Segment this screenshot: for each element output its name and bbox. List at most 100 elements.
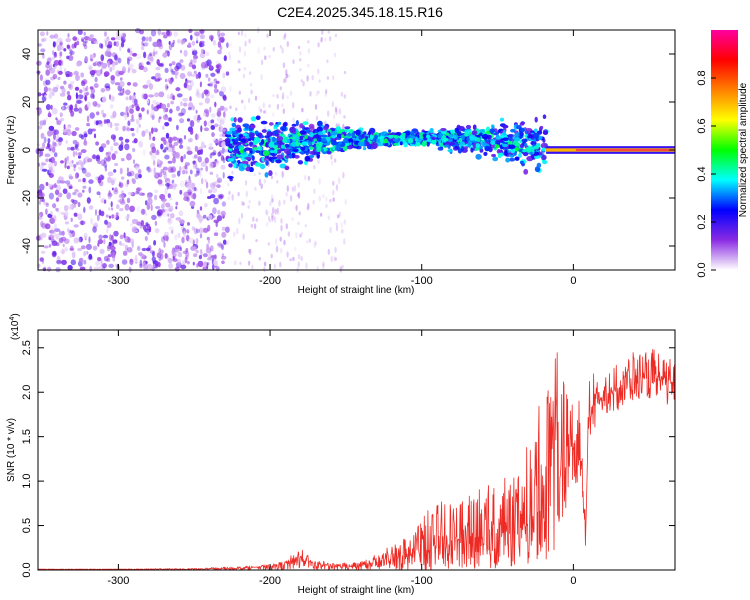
noise-speckle xyxy=(180,264,187,270)
scatter-speckle xyxy=(231,193,234,201)
noise-speckle xyxy=(74,127,80,131)
noise-speckle xyxy=(102,96,107,103)
noise-speckle xyxy=(55,242,60,247)
noise-speckle xyxy=(199,249,203,254)
noise-speckle xyxy=(70,110,75,117)
scatter-speckle xyxy=(338,211,342,218)
noise-speckle xyxy=(104,40,108,47)
scatter-speckle xyxy=(297,45,301,50)
signal-blob xyxy=(527,134,534,139)
signal-blob xyxy=(416,143,421,147)
noise-speckle xyxy=(102,234,109,239)
noise-speckle xyxy=(43,136,47,144)
signal-blob xyxy=(331,135,337,139)
noise-speckle xyxy=(149,250,156,254)
noise-speckle xyxy=(139,259,143,267)
signal-blob xyxy=(459,141,466,147)
noise-speckle xyxy=(152,99,157,105)
noise-speckle xyxy=(94,209,98,216)
noise-speckle xyxy=(127,48,131,53)
scatter-speckle xyxy=(332,189,335,196)
scatter-speckle xyxy=(307,175,311,181)
noise-speckle xyxy=(207,196,212,199)
noise-speckle xyxy=(216,242,223,247)
noise-speckle xyxy=(187,107,192,111)
noise-speckle xyxy=(143,93,148,100)
noise-speckle xyxy=(43,86,49,93)
noise-speckle xyxy=(52,203,57,209)
noise-speckle xyxy=(203,144,207,149)
signal-blob xyxy=(233,117,237,123)
signal-blob xyxy=(265,142,270,148)
signal-blob xyxy=(401,132,406,137)
noise-speckle xyxy=(46,31,49,36)
signal-blob xyxy=(450,142,455,146)
noise-speckle xyxy=(58,139,62,146)
noise-speckle xyxy=(196,167,201,174)
noise-speckle xyxy=(72,199,78,205)
noise-speckle xyxy=(50,156,55,164)
noise-speckle xyxy=(162,114,169,121)
noise-speckle xyxy=(85,172,92,178)
scatter-speckle xyxy=(266,33,269,38)
noise-speckle xyxy=(124,216,129,220)
noise-speckle xyxy=(60,236,67,242)
signal-blob xyxy=(440,128,447,132)
signal-blob xyxy=(344,126,351,130)
noise-speckle xyxy=(124,203,130,211)
scatter-speckle xyxy=(281,170,284,178)
noise-speckle xyxy=(68,55,74,61)
noise-speckle xyxy=(44,153,51,158)
signal-blob xyxy=(261,129,267,133)
noise-speckle xyxy=(37,125,43,130)
noise-speckle xyxy=(78,152,82,156)
noise-speckle xyxy=(155,72,161,78)
noise-speckle xyxy=(45,203,49,207)
scatter-speckle xyxy=(334,246,337,254)
noise-speckle xyxy=(157,179,163,185)
signal-blob xyxy=(241,133,248,136)
scatter-speckle xyxy=(271,212,274,219)
signal-blob xyxy=(248,132,254,139)
noise-speckle xyxy=(71,130,77,137)
noise-speckle xyxy=(92,154,97,160)
noise-speckle xyxy=(119,45,122,52)
noise-speckle xyxy=(154,189,159,194)
signal-blob xyxy=(226,131,232,135)
signal-blob xyxy=(475,153,482,160)
noise-speckle xyxy=(39,211,44,218)
noise-speckle xyxy=(171,179,175,184)
scatter-speckle xyxy=(278,199,281,207)
spectrogram-y-label: Frequency (Hz) xyxy=(6,116,17,185)
noise-speckle xyxy=(191,64,197,70)
noise-speckle xyxy=(54,228,61,233)
noise-speckle xyxy=(111,234,114,242)
noise-speckle xyxy=(222,117,227,121)
snr-y-multiplier-exponent: 4 xyxy=(9,317,16,321)
noise-speckle xyxy=(84,56,89,63)
noise-speckle xyxy=(135,54,142,60)
noise-speckle xyxy=(112,239,118,244)
noise-speckle xyxy=(213,254,217,260)
noise-speckle xyxy=(152,172,156,177)
scatter-speckle xyxy=(247,260,251,266)
signal-blob xyxy=(227,158,235,162)
scatter-speckle xyxy=(280,224,283,232)
y-tick-label: 0 xyxy=(21,147,33,153)
colorbar-tick-label: 0.4 xyxy=(696,166,708,181)
scatter-speckle xyxy=(289,258,292,262)
noise-speckle xyxy=(204,89,210,97)
scatter-speckle xyxy=(281,96,284,100)
noise-speckle xyxy=(174,234,178,241)
scatter-speckle xyxy=(305,262,308,270)
noise-speckle xyxy=(187,146,191,152)
snr-y-ticks: 0.0 0.5 1.0 1.5 2.0 2.5 xyxy=(21,340,675,578)
scatter-speckle xyxy=(241,99,244,104)
signal-blob xyxy=(237,117,243,123)
noise-speckle xyxy=(97,120,103,125)
noise-speckle xyxy=(136,205,141,213)
scatter-speckle xyxy=(258,200,261,206)
noise-speckle xyxy=(100,54,105,62)
scatter-speckle xyxy=(318,195,321,202)
signal-blob xyxy=(341,134,345,139)
